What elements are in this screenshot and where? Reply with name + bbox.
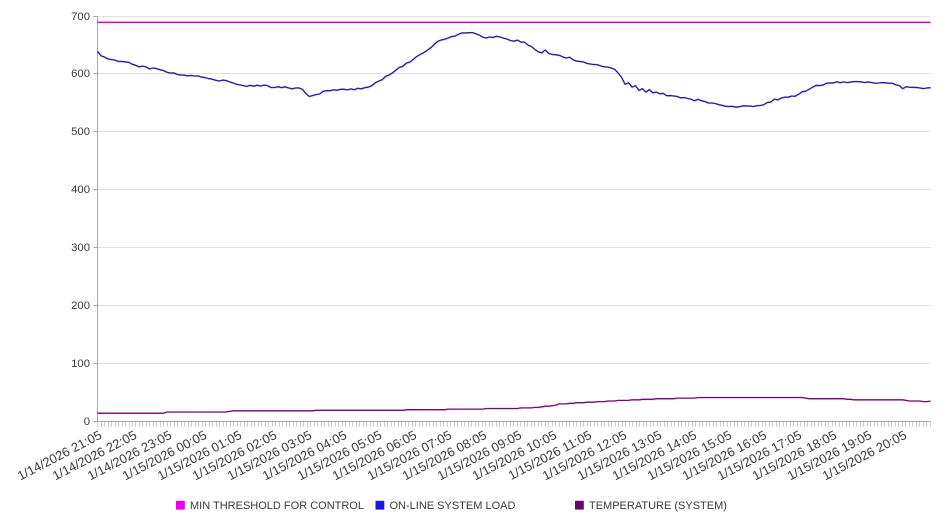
svg-text:0: 0 — [84, 416, 90, 428]
svg-text:TEMPERATURE (SYSTEM): TEMPERATURE (SYSTEM) — [589, 500, 727, 512]
svg-text:100: 100 — [71, 358, 90, 370]
svg-text:300: 300 — [71, 242, 90, 254]
svg-text:200: 200 — [71, 300, 90, 312]
svg-text:700: 700 — [71, 11, 90, 23]
svg-text:MIN THRESHOLD FOR CONTROL: MIN THRESHOLD FOR CONTROL — [190, 500, 364, 512]
svg-text:400: 400 — [71, 184, 90, 196]
svg-text:500: 500 — [71, 126, 90, 138]
svg-text:600: 600 — [71, 68, 90, 80]
svg-text:ON-LINE SYSTEM LOAD: ON-LINE SYSTEM LOAD — [390, 500, 516, 512]
